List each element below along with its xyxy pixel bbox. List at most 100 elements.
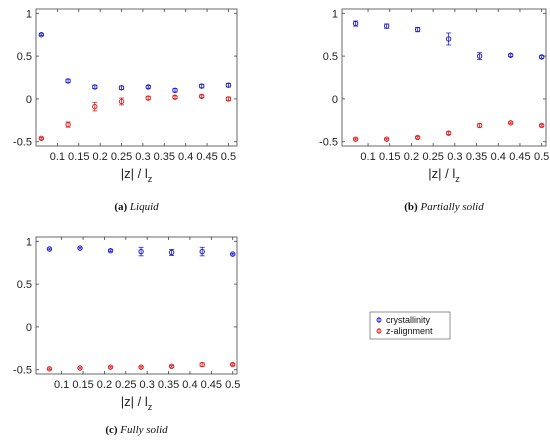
- marker: [38, 31, 45, 38]
- legend-marker: [376, 328, 382, 334]
- x-axis-label-subscript: z: [148, 402, 153, 412]
- marker: [46, 366, 53, 372]
- marker: [383, 23, 390, 29]
- data-point-z-alignment: [168, 363, 175, 369]
- data-point-z-alignment: [172, 94, 178, 100]
- data-point-z-alignment: [138, 364, 144, 370]
- x-tick-label: 0.45: [201, 379, 222, 391]
- marker: [230, 251, 236, 257]
- y-tick-label: 0.5: [323, 51, 338, 63]
- panel-caption-text: Liquid: [129, 201, 159, 213]
- panel-caption-label: (b): [404, 201, 420, 213]
- panel-caption: (b) Partially solid: [404, 201, 484, 213]
- data-point-z-alignment: [118, 97, 125, 106]
- data-point-crystallinity: [230, 251, 236, 257]
- marker: [199, 93, 205, 100]
- data-point-crystallinity: [118, 85, 125, 91]
- marker: [138, 364, 144, 370]
- marker: [352, 136, 359, 142]
- legend-entry-crystallinity: crystallinity: [376, 315, 431, 325]
- legend-label: crystallinity: [386, 315, 431, 325]
- legend-entry-z-alignment: z-alignment: [376, 326, 433, 336]
- data-point-z-alignment: [199, 93, 205, 100]
- data-point-z-alignment: [445, 130, 452, 136]
- x-tick-label: 0.45: [509, 151, 530, 163]
- marker: [225, 96, 232, 102]
- y-tick-label: 0: [26, 322, 32, 334]
- data-point-z-alignment: [414, 134, 421, 141]
- x-tick-label: 0.15: [68, 151, 89, 163]
- x-tick-label: 0.1: [54, 379, 69, 391]
- x-tick-label: 0.1: [50, 151, 65, 163]
- x-axis-label-subscript: z: [455, 174, 460, 184]
- data-point-crystallinity: [538, 54, 545, 60]
- x-tick-label: 0.2: [93, 151, 108, 163]
- plot-frame: [341, 8, 547, 147]
- x-tick-label: 0.15: [379, 151, 400, 163]
- marker: [172, 94, 178, 100]
- series-z-alignment: [46, 361, 236, 372]
- marker: [538, 54, 545, 60]
- marker: [199, 361, 205, 368]
- data-point-z-alignment: [145, 95, 151, 101]
- marker: [145, 95, 151, 101]
- plot-frame: [35, 236, 238, 375]
- x-tick-label: 0.2: [97, 379, 112, 391]
- marker: [445, 130, 452, 136]
- data-point-crystallinity: [92, 84, 98, 90]
- panel-caption: (c) Fully solid: [105, 424, 168, 436]
- data-point-crystallinity: [46, 246, 53, 252]
- plot-frame: [35, 8, 238, 147]
- legend-label: z-alignment: [386, 326, 433, 336]
- series-crystallinity: [352, 20, 545, 60]
- data-point-z-alignment: [538, 122, 545, 129]
- marker: [445, 36, 452, 42]
- marker: [38, 135, 45, 141]
- data-point-crystallinity: [172, 87, 178, 94]
- data-point-z-alignment: [383, 136, 390, 142]
- marker: [92, 84, 98, 90]
- data-point-z-alignment: [352, 136, 359, 142]
- marker: [383, 136, 390, 142]
- data-point-crystallinity: [138, 246, 144, 257]
- x-axis-label: |z| / lz: [121, 166, 153, 184]
- legend-frame: [369, 311, 451, 340]
- y-tick-label: 1: [26, 8, 32, 20]
- x-axis-label: |z| / lz: [121, 394, 153, 412]
- data-point-crystallinity: [199, 83, 205, 89]
- x-tick-label: 0.4: [491, 151, 506, 163]
- marker: [138, 248, 144, 255]
- data-point-crystallinity: [38, 31, 45, 38]
- y-tick-label: -0.5: [13, 137, 32, 149]
- marker: [168, 249, 175, 256]
- data-point-crystallinity: [77, 245, 83, 251]
- chart-panel-b: -0.5 0 0.5 1 0.1 0.15 0.2 0.25 0.3 0.35 0.4 0.45 0.5…: [319, 8, 549, 213]
- data-point-z-alignment: [107, 364, 114, 370]
- x-tick-label: 0.1: [360, 151, 375, 163]
- marker: [476, 53, 483, 59]
- chart-panel-a: -0.5 0 0.5 1 0.1 0.15 0.2 0.25 0.3 0.35 0.4 0.45 0.5…: [13, 8, 238, 213]
- x-tick-label: 0.4: [182, 379, 197, 391]
- x-tick-label: 0.5: [221, 151, 236, 163]
- y-tick-label: 0.5: [17, 279, 32, 291]
- x-tick-label: 0.5: [534, 151, 549, 163]
- marker: [77, 245, 83, 251]
- x-tick-label: 0.15: [72, 379, 93, 391]
- x-axis-label-main: |z| / l: [121, 394, 148, 409]
- marker: [199, 248, 205, 255]
- panel-caption-label: (c): [105, 424, 120, 436]
- data-point-crystallinity: [476, 52, 483, 60]
- data-point-z-alignment: [507, 120, 514, 126]
- data-point-crystallinity: [145, 84, 151, 90]
- marker: [118, 98, 125, 105]
- marker: [118, 85, 125, 91]
- x-axis-label: |z| / lz: [428, 166, 460, 184]
- marker: [507, 120, 514, 126]
- x-tick-label: 0.35: [466, 151, 487, 163]
- marker: [77, 365, 83, 371]
- y-tick-label: 1: [332, 8, 338, 20]
- panel-caption-text: Fully solid: [119, 424, 168, 436]
- marker: [414, 134, 421, 141]
- marker: [65, 78, 71, 84]
- series-crystallinity: [46, 245, 236, 257]
